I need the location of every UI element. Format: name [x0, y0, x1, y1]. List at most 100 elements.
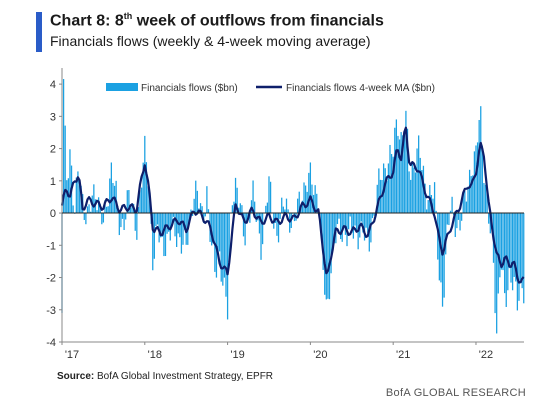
- flow-bar: [367, 213, 369, 233]
- flow-bar: [223, 213, 226, 278]
- flow-bar: [78, 185, 81, 214]
- flow-bar: [254, 201, 256, 214]
- flow-bar: [234, 177, 237, 214]
- flow-bar: [424, 183, 426, 214]
- flow-bar: [193, 198, 195, 214]
- flow-bar: [473, 151, 476, 214]
- flow-bar: [354, 213, 356, 226]
- flow-bar: [75, 177, 77, 214]
- flow-bar: [126, 190, 128, 214]
- flow-bar: [110, 162, 112, 214]
- flow-bar: [394, 127, 396, 214]
- flow-bar: [438, 213, 440, 281]
- flow-bar: [183, 213, 186, 230]
- flow-bar: [303, 182, 305, 214]
- flow-bar: [511, 213, 514, 291]
- flow-bar: [519, 213, 522, 281]
- flow-bar: [411, 162, 413, 214]
- flow-bar: [66, 180, 68, 214]
- flow-bar: [371, 213, 374, 219]
- flow-bar: [190, 209, 192, 214]
- flow-bar: [199, 203, 202, 214]
- flow-bar: [238, 207, 240, 214]
- flow-bar: [195, 180, 197, 214]
- flow-bar: [360, 213, 362, 222]
- flow-bar: [225, 213, 227, 297]
- flow-bar: [144, 135, 146, 214]
- flow-bar: [414, 172, 417, 214]
- flow-bar: [389, 144, 391, 214]
- flow-bar: [465, 201, 468, 214]
- flow-bar: [269, 181, 272, 214]
- y-tick-label: -3: [46, 305, 56, 317]
- flow-bar: [258, 213, 261, 234]
- flow-bar: [387, 163, 390, 214]
- flow-bar: [395, 119, 398, 214]
- flow-bar: [499, 213, 501, 278]
- flow-bar: [93, 184, 95, 214]
- y-tick-label: 2: [50, 144, 56, 156]
- flow-bar: [166, 213, 168, 234]
- x-tick-label: '18: [148, 349, 162, 361]
- flow-bar: [277, 213, 280, 243]
- flow-bar: [427, 200, 429, 214]
- flow-bar: [207, 209, 210, 214]
- flow-bar: [433, 182, 436, 214]
- legend: Financials flows ($bn) Financials flows …: [106, 83, 435, 94]
- legend-label-line: Financials flows 4-week MA ($bn): [286, 83, 435, 94]
- flow-bar: [330, 213, 332, 274]
- flow-bar: [347, 213, 350, 230]
- flow-bar: [453, 213, 455, 216]
- flow-bar: [297, 198, 299, 214]
- flow-bar: [134, 213, 136, 231]
- flow-bar: [94, 199, 97, 214]
- flow-bar: [140, 187, 143, 214]
- y-tick-label: 1: [50, 176, 56, 188]
- flow-bar: [365, 213, 367, 228]
- flow-bar: [488, 213, 490, 224]
- y-tick-label: -1: [46, 240, 56, 252]
- flow-bar: [220, 213, 222, 282]
- flow-bar: [118, 213, 120, 236]
- flow-bar: [445, 213, 447, 255]
- flow-bar: [120, 213, 122, 228]
- flow-bar: [408, 171, 410, 214]
- flow-bar: [494, 213, 496, 314]
- flow-bar: [164, 213, 167, 257]
- flow-bar: [448, 213, 450, 226]
- flow-bar: [145, 162, 148, 214]
- flow-bar: [325, 213, 327, 300]
- flow-bar: [160, 213, 162, 238]
- flow-bar: [454, 213, 456, 238]
- flow-bar: [276, 213, 278, 236]
- flow-bar: [384, 168, 386, 214]
- flow-bar: [158, 213, 160, 243]
- flow-bar: [484, 184, 487, 214]
- flow-bar: [464, 190, 466, 214]
- flow-bar: [85, 213, 87, 225]
- flow-bar: [483, 183, 485, 214]
- flow-bar: [289, 213, 291, 233]
- flow-bar: [142, 162, 144, 214]
- source-note: Source: BofA Global Investment Strategy,…: [57, 371, 274, 382]
- flow-bar: [268, 176, 270, 214]
- flow-bar: [239, 203, 241, 214]
- flow-bar: [470, 176, 472, 214]
- flow-bar: [332, 213, 334, 247]
- flow-bar: [403, 131, 405, 214]
- flow-bar: [182, 213, 184, 245]
- x-tick-label: '22: [479, 349, 493, 361]
- flow-bar: [523, 213, 525, 304]
- flow-bar: [153, 213, 155, 259]
- title-accent-bar: [36, 12, 42, 52]
- flow-bar: [309, 162, 312, 214]
- flow-bar: [137, 207, 140, 214]
- flow-bar: [349, 213, 351, 217]
- flow-bar: [451, 196, 453, 214]
- flow-bar: [115, 180, 117, 214]
- flow-bar: [507, 213, 509, 291]
- flow-bar: [128, 189, 130, 214]
- flow-bar: [163, 213, 165, 257]
- flow-bar: [508, 213, 511, 269]
- flow-bar: [441, 213, 444, 307]
